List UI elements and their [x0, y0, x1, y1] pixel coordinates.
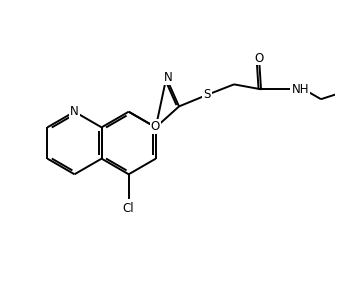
Text: Cl: Cl	[123, 202, 135, 215]
Text: NH: NH	[292, 83, 309, 96]
Text: N: N	[164, 71, 172, 84]
Text: O: O	[151, 120, 160, 133]
Text: O: O	[255, 51, 264, 65]
Text: S: S	[203, 88, 211, 102]
Text: N: N	[70, 105, 79, 118]
